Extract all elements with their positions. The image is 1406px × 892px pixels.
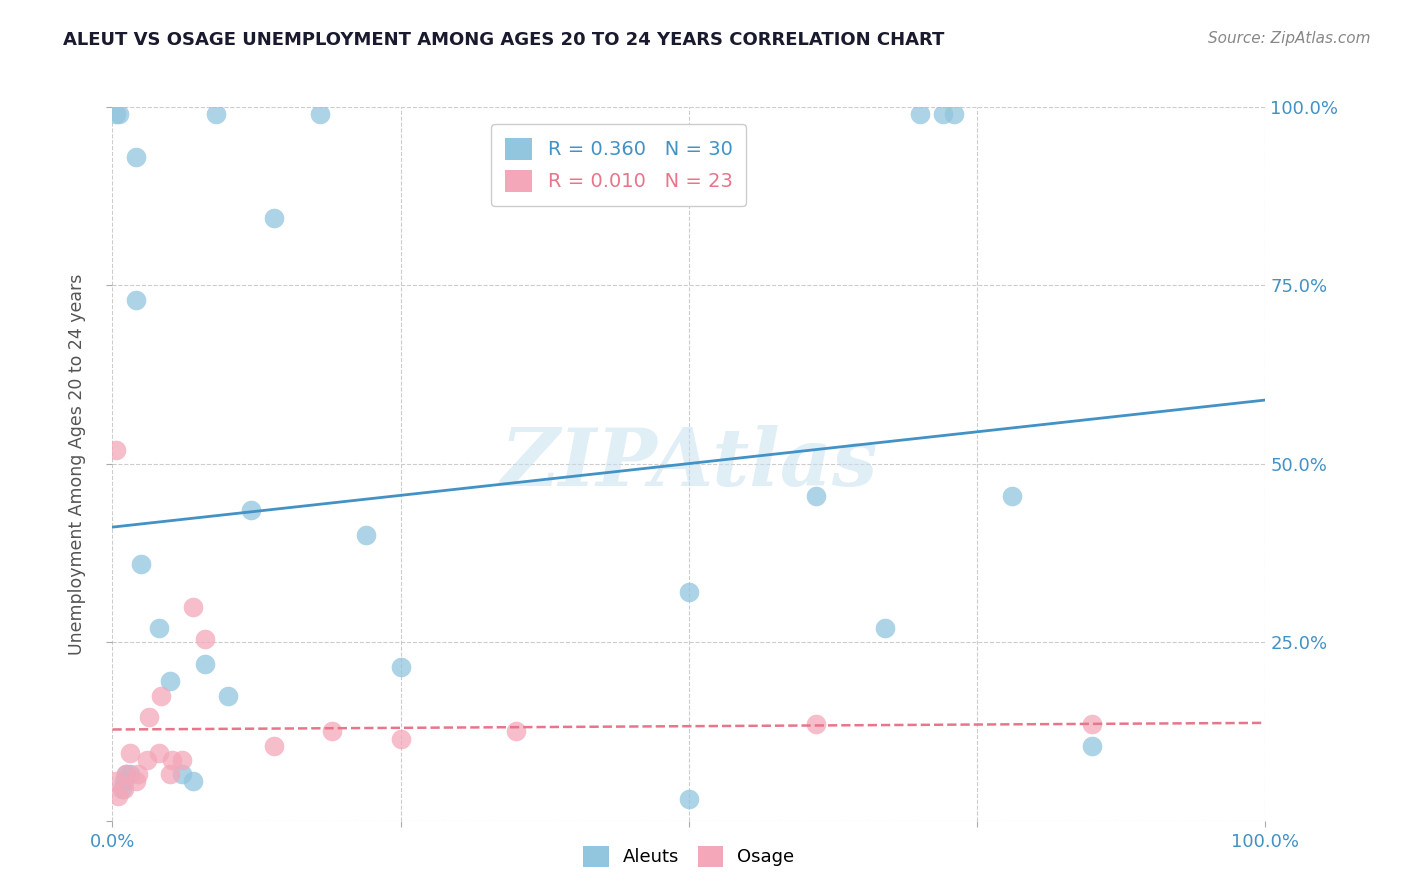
Point	[217, 689, 239, 703]
Point	[205, 107, 228, 121]
Point	[678, 585, 700, 599]
Point	[170, 767, 193, 781]
Point	[873, 621, 896, 635]
Point	[194, 657, 217, 671]
Point	[124, 293, 146, 307]
Point	[804, 489, 827, 503]
Legend: Aleuts, Osage: Aleuts, Osage	[575, 837, 803, 876]
Point	[129, 557, 153, 571]
Point	[194, 632, 217, 646]
Point	[115, 767, 138, 781]
Point	[908, 107, 931, 121]
Point	[1001, 489, 1024, 503]
Point	[148, 746, 170, 760]
Y-axis label: Unemployment Among Ages 20 to 24 years: Unemployment Among Ages 20 to 24 years	[67, 273, 86, 655]
Point	[162, 753, 184, 767]
Point	[111, 781, 134, 796]
Point	[104, 442, 127, 457]
Point	[112, 781, 135, 796]
Point	[148, 621, 170, 635]
Point	[118, 746, 141, 760]
Text: Source: ZipAtlas.com: Source: ZipAtlas.com	[1208, 31, 1371, 46]
Point	[389, 660, 412, 674]
Point	[931, 107, 953, 121]
Point	[170, 753, 193, 767]
Point	[263, 211, 285, 225]
Point	[804, 717, 827, 731]
Point	[943, 107, 966, 121]
Point	[124, 150, 146, 164]
Point	[149, 689, 172, 703]
Point	[505, 724, 527, 739]
Point	[107, 789, 129, 803]
Point	[127, 767, 149, 781]
Point	[321, 724, 343, 739]
Point	[239, 503, 262, 517]
Point	[112, 774, 135, 789]
Point	[118, 767, 141, 781]
Point	[104, 107, 127, 121]
Text: ALEUT VS OSAGE UNEMPLOYMENT AMONG AGES 20 TO 24 YEARS CORRELATION CHART: ALEUT VS OSAGE UNEMPLOYMENT AMONG AGES 2…	[63, 31, 945, 49]
Point	[159, 674, 181, 689]
Text: ZIPAtlas: ZIPAtlas	[501, 425, 877, 502]
Point	[263, 739, 285, 753]
Point	[115, 767, 138, 781]
Point	[678, 792, 700, 806]
Point	[181, 774, 204, 789]
Point	[181, 599, 204, 614]
Point	[354, 528, 377, 542]
Point	[389, 731, 412, 746]
Point	[108, 107, 131, 121]
Point	[138, 710, 160, 724]
Point	[104, 774, 127, 789]
Point	[309, 107, 332, 121]
Point	[136, 753, 159, 767]
Point	[159, 767, 181, 781]
Point	[1081, 717, 1104, 731]
Point	[124, 774, 146, 789]
Point	[1081, 739, 1104, 753]
